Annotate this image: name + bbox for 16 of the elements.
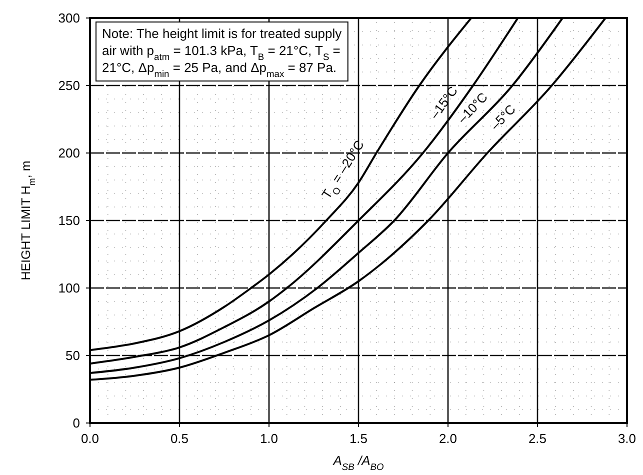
x-tick-label: 1.5 [349, 431, 368, 446]
y-tick-label: 200 [58, 146, 80, 160]
x-tick-label: 0.0 [80, 431, 100, 446]
x-tick-label: 3.0 [618, 431, 636, 446]
y-tick-label: 250 [58, 78, 80, 93]
x-tick-label: 1.0 [260, 431, 278, 446]
y-tick-label: 50 [66, 348, 80, 363]
x-tick-label: 0.5 [170, 431, 189, 446]
y-tick-label: 300 [58, 10, 80, 26]
x-axis-title: A$_{SB}$ /A$_{BO}$ [332, 453, 384, 472]
x-tick-label: 2.0 [438, 431, 458, 446]
x-tick-label: 2.5 [528, 431, 547, 446]
y-tick-label: 0 [72, 416, 80, 430]
y-tick-label: 150 [58, 213, 80, 228]
y-tick-label: 100 [58, 280, 80, 296]
text: Note: The height limit is for treated supply air with p$_{atm}$ = 101.3 kPa, T$_{B}$ = 21°C, T$_{S}$ = 21°C, Δp$_{min}$ = 25 Pa, and Δp$_{max}$ = 87 Pa. [102, 26, 342, 79]
